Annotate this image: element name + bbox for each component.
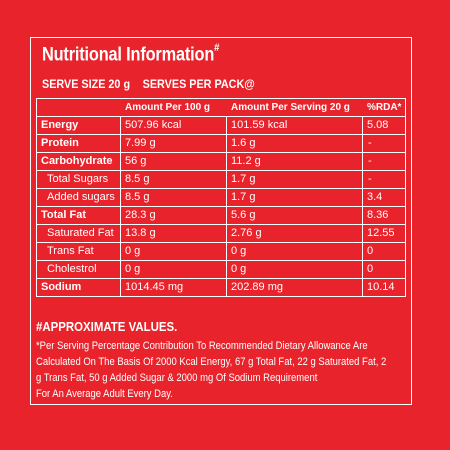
value-per-serving: 0 g [227, 261, 363, 278]
nutrient-name: Cholestrol [37, 261, 121, 278]
value-rda: - [368, 155, 372, 167]
value-rda: 3.4 [367, 191, 383, 203]
footnote-line: For An Average Adult Every Day. [36, 388, 173, 400]
table-row: Saturated Fat 13.8 g 2.76 g 12.55 [37, 225, 405, 243]
table-row: Trans Fat 0 g 0 g 0 [37, 243, 405, 261]
value-per-100g: 13.8 g [121, 225, 227, 242]
value-per-100g: 28.3 g [121, 207, 227, 224]
footnote-line: g Trans Fat, 50 g Added Sugar & 2000 mg … [36, 372, 318, 384]
page-title: Nutritional Information# [42, 42, 220, 66]
value-per-100g: 507.96 kcal [121, 117, 227, 134]
title-text: Nutritional Information [42, 44, 215, 66]
value-per-serving: 1.7 g [227, 171, 363, 188]
nutrient-name: Saturated Fat [37, 225, 121, 242]
table-row: Carbohydrate 56 g 11.2 g - [37, 153, 405, 171]
value-per-serving: 11.2 g [227, 153, 363, 170]
label-border [30, 37, 412, 405]
value-per-100g: 8.5 g [121, 171, 227, 188]
value-per-serving: 202.89 mg [227, 279, 363, 296]
footnote-line: *Per Serving Percentage Contribution To … [36, 340, 368, 352]
value-rda: 8.36 [367, 209, 389, 221]
value-per-serving: 2.76 g [227, 225, 363, 242]
table-header-row: Amount Per 100 g Amount Per Serving 20 g… [37, 99, 405, 117]
nutrient-name: Carbohydrate [37, 153, 121, 170]
value-per-serving: 0 g [227, 243, 363, 260]
table-row: Total Sugars 8.5 g 1.7 g - [37, 171, 405, 189]
nutrient-name: Total Fat [37, 207, 121, 224]
value-per-serving: 1.6 g [227, 135, 363, 152]
value-per-serving: 1.7 g [227, 189, 363, 206]
value-per-100g: 8.5 g [121, 189, 227, 206]
header-per-serving: Amount Per Serving 20 g [231, 102, 350, 113]
value-per-100g: 0 g [121, 243, 227, 260]
title-mark: # [214, 42, 220, 54]
table-row: Energy 507.96 kcal 101.59 kcal 5.08 [37, 117, 405, 135]
value-per-100g: 1014.45 mg [121, 279, 227, 296]
value-rda: - [368, 173, 372, 185]
table-row: Total Fat 28.3 g 5.6 g 8.36 [37, 207, 405, 225]
value-per-100g: 7.99 g [121, 135, 227, 152]
value-rda: 0 [367, 245, 374, 257]
table-row: Sodium 1014.45 mg 202.89 mg 10.14 [37, 279, 405, 296]
approximate-values-note: #APPROXIMATE VALUES. [36, 319, 178, 334]
nutrient-name: Total Sugars [37, 171, 121, 188]
serves-per-pack: SERVES PER PACK@ [142, 77, 255, 91]
value-rda: 0 [367, 263, 374, 275]
nutrient-name: Protein [37, 135, 121, 152]
value-rda: 12.55 [367, 227, 395, 239]
value-per-100g: 0 g [121, 261, 227, 278]
table-row: Cholestrol 0 g 0 g 0 [37, 261, 405, 279]
serve-size: SERVE SIZE 20 g [42, 77, 131, 91]
value-per-serving: 5.6 g [227, 207, 363, 224]
header-per-100g: Amount Per 100 g [125, 102, 211, 113]
footnote-line: Calculated On The Basis Of 2000 Kcal Ene… [36, 356, 387, 368]
value-per-100g: 56 g [121, 153, 227, 170]
nutrient-name: Energy [37, 117, 121, 134]
nutrient-name: Added sugars [37, 189, 121, 206]
nutrient-name: Trans Fat [37, 243, 121, 260]
serve-info: SERVE SIZE 20 g SERVES PER PACK@ [42, 77, 255, 91]
value-rda: 5.08 [367, 119, 389, 131]
value-rda: - [368, 137, 372, 149]
table-row: Protein 7.99 g 1.6 g - [37, 135, 405, 153]
header-nutrient [37, 99, 121, 116]
nutrient-name: Sodium [37, 279, 121, 296]
value-per-serving: 101.59 kcal [227, 117, 363, 134]
value-rda: 10.14 [367, 281, 395, 293]
nutrition-table: Amount Per 100 g Amount Per Serving 20 g… [36, 98, 406, 297]
header-rda: %RDA* [367, 102, 402, 113]
rda-footnote: *Per Serving Percentage Contribution To … [36, 338, 393, 402]
table-row: Added sugars 8.5 g 1.7 g 3.4 [37, 189, 405, 207]
